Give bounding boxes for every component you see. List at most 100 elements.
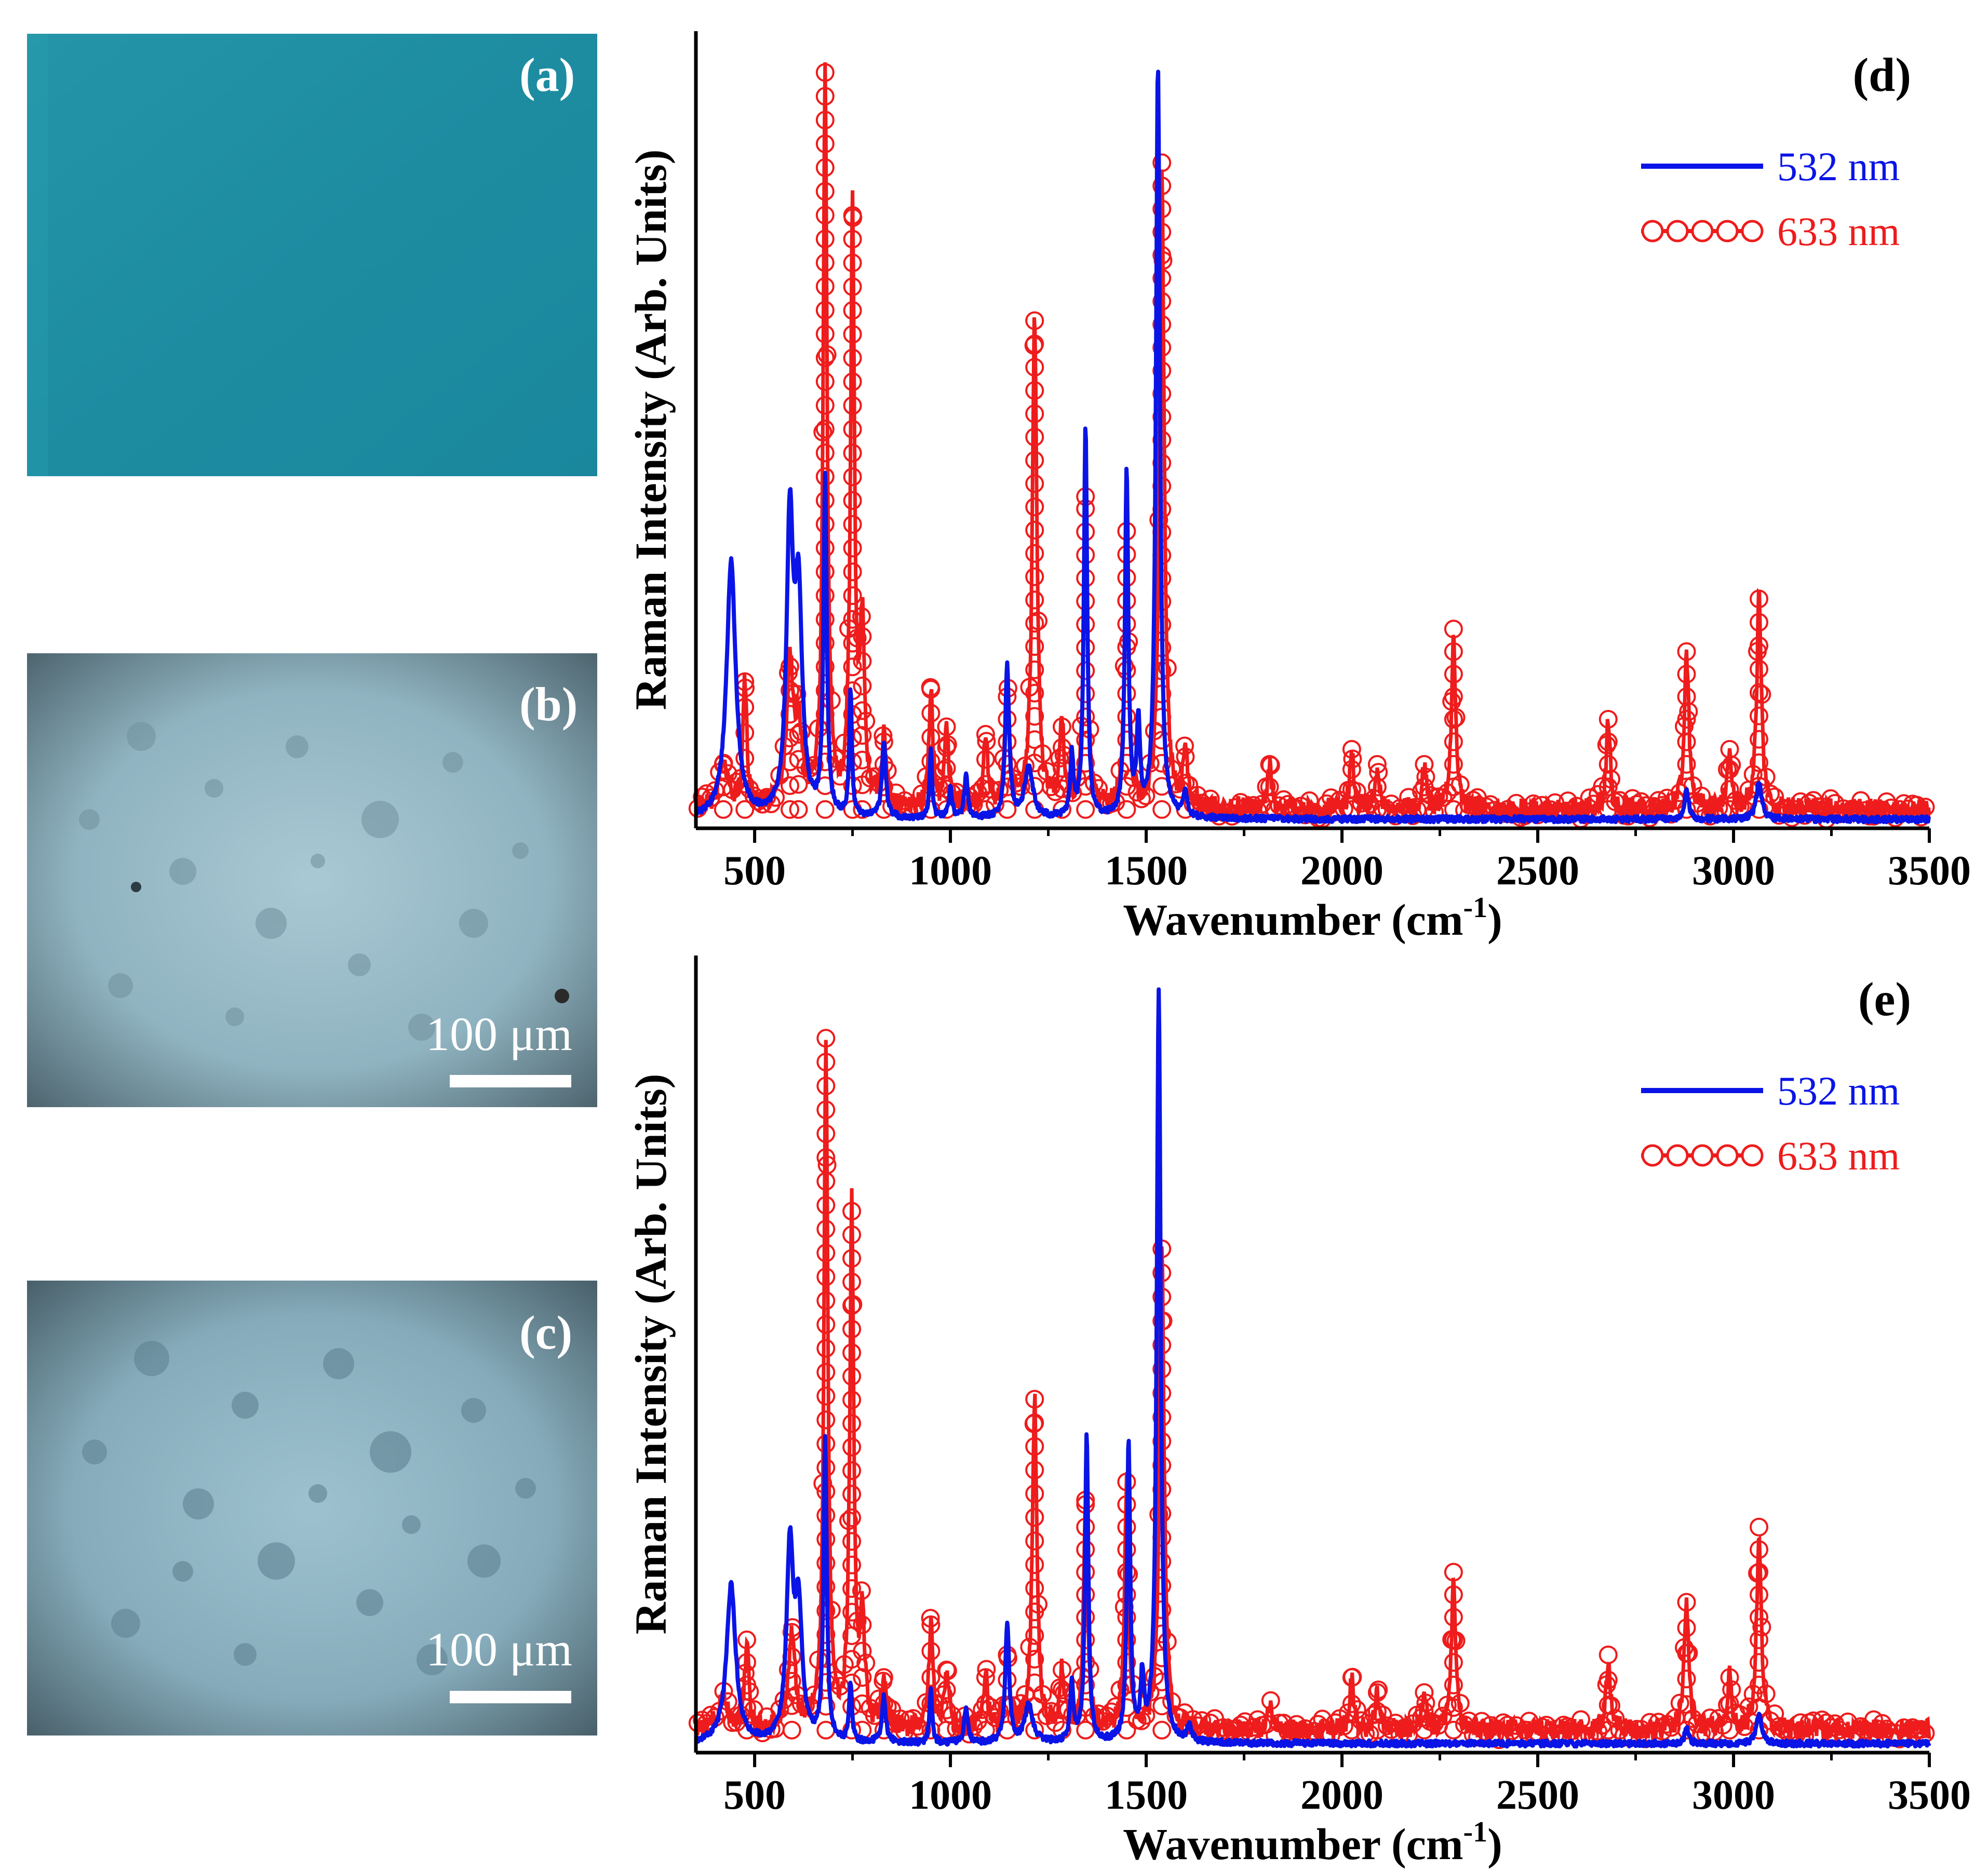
series-633-point: [921, 1668, 941, 1687]
series-633-point: [1750, 1630, 1768, 1649]
series-633-point: [843, 539, 862, 558]
legend-label-532: 532 nm: [1777, 1068, 1900, 1113]
series-633-point: [842, 1555, 862, 1575]
series-633-point: [1025, 497, 1044, 517]
y-axis-title: Raman Intensity (Arb. Units): [626, 1074, 676, 1635]
series-633-point: [1750, 1517, 1768, 1537]
legend-marker-633: [1666, 1144, 1689, 1167]
series-633-point: [1076, 731, 1095, 750]
series-633-point: [735, 800, 755, 819]
series-633-point: [843, 657, 862, 677]
series-633-point: [789, 775, 808, 794]
x-tick-label: 2500: [1496, 848, 1579, 894]
dark-spot: [131, 882, 141, 892]
series-633-point: [1076, 754, 1095, 773]
series-633-point: [1076, 800, 1095, 819]
legend-marker-633: [1691, 220, 1714, 243]
series-633-point: [816, 1387, 836, 1406]
series-633-point: [1677, 755, 1696, 774]
series-633-point: [1025, 637, 1044, 656]
series-633-point: [842, 1485, 862, 1504]
legend-marker-633: [1741, 1144, 1764, 1167]
series-633-point: [1025, 544, 1044, 563]
series-633-point: [1677, 710, 1696, 729]
panel-label-b: (b): [519, 678, 578, 731]
series-633-point: [1025, 1650, 1044, 1669]
x-tick-label: 3500: [1888, 1772, 1971, 1818]
series-633-point: [1117, 684, 1136, 703]
series-633-point: [1677, 1720, 1696, 1740]
series-633-point: [1025, 1579, 1044, 1598]
series-633-point: [1444, 755, 1463, 774]
series-633-point: [842, 1461, 862, 1480]
series-633-markers: [688, 63, 1935, 829]
series-633-point: [1025, 1626, 1044, 1645]
series-633-point: [1599, 1696, 1618, 1715]
series-633-point: [816, 1363, 836, 1382]
series-633-point: [816, 1410, 836, 1430]
series-633-point: [815, 681, 835, 700]
series-633-point: [842, 1532, 862, 1551]
legend-label-633: 633 nm: [1777, 1133, 1900, 1178]
series-633-point: [843, 491, 862, 510]
series-633-point: [781, 681, 799, 700]
series-633-point: [1076, 638, 1095, 657]
series-633-point: [853, 701, 872, 720]
series-633-markers: [688, 1029, 1935, 1750]
series-633-point: [937, 759, 956, 778]
series-532-nm: [694, 987, 1931, 1749]
series-633-point: [1599, 777, 1618, 797]
x-axis-ticks: 500 1000 1500 2000 2500 3000 3500: [723, 828, 1971, 894]
x-tick-label: 1000: [909, 1772, 992, 1818]
series-633-point: [816, 1291, 836, 1310]
series-633-point: [1025, 520, 1044, 540]
x-tick-label: 3000: [1692, 848, 1775, 894]
panel-label: (e): [1858, 973, 1911, 1026]
series-633-point: [1152, 1720, 1172, 1740]
series-633-point: [815, 800, 835, 819]
series-633-point: [1677, 1670, 1696, 1689]
chart-d: 500 1000 1500 2000 2500 3000 3500 Wavenumber (…: [623, 16, 1988, 945]
series-633-point: [816, 1315, 836, 1334]
series-633-point: [816, 1339, 836, 1358]
photo-c-image: [27, 1281, 597, 1736]
legend-label-532: 532 nm: [1777, 144, 1900, 189]
x-axis-title: Wavenumber (cm-1): [1123, 1816, 1502, 1869]
photo-a: [27, 34, 597, 476]
series-633-point: [1025, 1555, 1044, 1574]
series-633-point: [1025, 1508, 1044, 1527]
series-633-point: [782, 1720, 801, 1740]
chart-d-svg: 500 1000 1500 2000 2500 3000 3500 Wavenumber (…: [626, 31, 1971, 945]
series-633-point: [1750, 683, 1768, 702]
series-633-point: [1677, 732, 1696, 751]
series-633-point: [1076, 1675, 1095, 1694]
series-633-point: [781, 776, 799, 795]
series-633-point: [1444, 1675, 1463, 1694]
series-633-point: [842, 1414, 862, 1433]
series-633-point: [1750, 1653, 1768, 1672]
series-633-point: [1750, 730, 1768, 749]
x-tick-label: 1500: [1105, 1772, 1188, 1818]
series-633-line: [694, 1040, 1931, 1745]
series-633-point: [1599, 1645, 1618, 1664]
x-tick-label: 500: [723, 1772, 786, 1818]
series-633-point: [1444, 1653, 1463, 1672]
series-633-point: [1025, 660, 1044, 679]
x-tick-label: 2000: [1300, 848, 1383, 894]
series-633-point: [1025, 1603, 1044, 1621]
series-633-point: [1117, 800, 1136, 819]
series-633-line: [694, 62, 1931, 826]
series-633-point: [853, 676, 872, 695]
series-633-point: [842, 1437, 862, 1457]
x-tick-label: 3500: [1888, 848, 1971, 894]
photo-b-image: [27, 653, 597, 1107]
series-633-point: [1025, 1531, 1044, 1551]
x-tick-label: 1500: [1105, 848, 1188, 894]
series-633-point: [737, 1698, 756, 1717]
series-633-point: [815, 657, 835, 677]
series-633-point: [843, 515, 862, 534]
series-633-point: [1025, 590, 1044, 610]
series-633-point: [1076, 684, 1095, 703]
plot-frame: [694, 956, 1929, 1755]
x-tick-label: 500: [723, 848, 786, 894]
